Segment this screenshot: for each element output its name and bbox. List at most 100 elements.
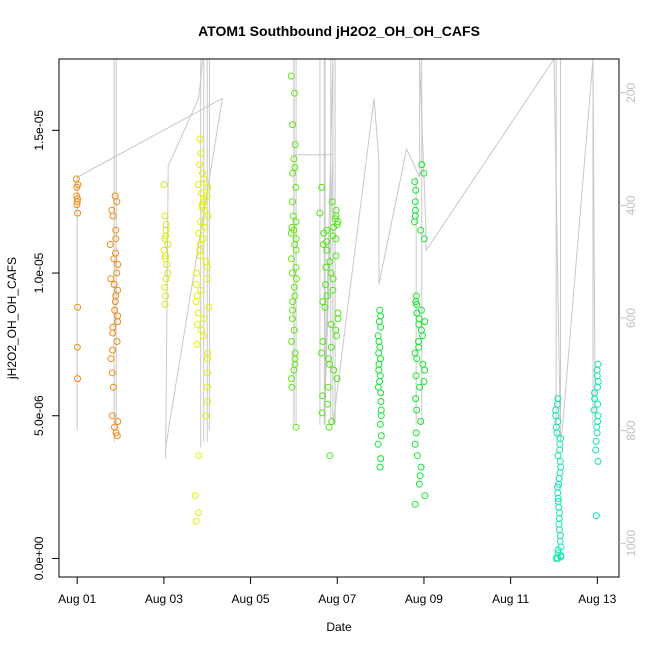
y-tick-label-0: 0.0e+00 <box>32 536 46 580</box>
y-tick-label-1: 5.0e-06 <box>32 395 46 436</box>
data-point-g5-30 <box>333 332 341 340</box>
data-point-g5-19 <box>327 269 335 277</box>
data-point-g2-7 <box>160 246 168 254</box>
data-point-g5-23 <box>323 292 331 300</box>
data-point-g7-39 <box>411 500 419 508</box>
data-point-g6-12 <box>376 378 383 385</box>
data-point-g3-44 <box>191 492 199 500</box>
data-point-g6-21 <box>377 455 385 463</box>
data-point-g1-30 <box>113 432 121 440</box>
data-point-g4-7 <box>292 183 300 191</box>
data-point-g5-22 <box>329 286 337 294</box>
data-point-g7-30 <box>413 406 421 414</box>
data-point-g7-26 <box>412 372 420 380</box>
data-point-g1-1 <box>113 198 121 206</box>
data-point-g2-1 <box>161 212 169 220</box>
data-point-g8-21 <box>556 509 563 517</box>
data-point-g4-10 <box>292 218 300 226</box>
data-point-g2-13 <box>161 283 169 291</box>
data-point-g6-9 <box>375 360 383 368</box>
data-point-g4-27 <box>288 338 296 345</box>
data-point-g0-8 <box>74 303 82 311</box>
y-axis-right: 200 400 600 800 1000 <box>619 82 638 557</box>
data-point-g9-14 <box>592 446 600 454</box>
data-point-g0-0 <box>72 175 80 183</box>
data-point-g5-26 <box>334 309 342 317</box>
data-point-g1-24 <box>108 369 116 377</box>
data-point-g8-24 <box>556 526 563 534</box>
data-point-g1-7 <box>112 249 120 257</box>
data-point-g0-7 <box>74 209 82 217</box>
x-axis: Aug 01 Aug 03 Aug 05 Aug 07 Aug 09 Aug 11 Aug … <box>58 576 617 606</box>
data-point-g7-9 <box>420 235 428 243</box>
data-point-g2-15 <box>161 300 169 308</box>
data-point-g5-41 <box>318 409 326 417</box>
data-point-g5-2 <box>332 206 340 214</box>
data-point-g4-34 <box>292 423 300 431</box>
data-point-g7-24 <box>419 360 427 368</box>
data-point-g5-31 <box>319 338 327 345</box>
data-point-g9-12 <box>593 429 601 437</box>
data-point-g7-5 <box>412 206 419 214</box>
data-point-g5-20 <box>329 275 337 283</box>
data-point-g4-22 <box>291 292 299 300</box>
data-point-g6-15 <box>377 398 385 405</box>
data-point-g8-6 <box>553 429 561 437</box>
data-point-g7-31 <box>417 418 425 425</box>
data-point-g7-11 <box>412 298 420 306</box>
data-point-g2-6 <box>164 241 172 248</box>
data-point-g4-25 <box>288 315 296 323</box>
data-point-g3-11 <box>198 201 206 209</box>
y-tick-label-2: 1.0e-05 <box>32 252 46 293</box>
data-point-g5-12 <box>332 235 340 243</box>
data-point-g6-22 <box>376 463 384 471</box>
data-point-g3-14 <box>204 212 212 220</box>
x-tick-label-5: Aug 11 <box>492 592 529 606</box>
data-point-g2-0 <box>160 181 168 189</box>
data-point-g4-4 <box>290 155 298 163</box>
data-point-g0-9 <box>73 343 81 351</box>
right-tick-label-3: 800 <box>624 420 638 440</box>
data-point-g4-24 <box>289 306 296 314</box>
data-point-g4-15 <box>291 241 299 248</box>
data-point-g3-7 <box>197 189 205 197</box>
data-point-g8-25 <box>556 532 564 540</box>
data-point-g7-38 <box>421 492 429 500</box>
data-point-g4-20 <box>292 275 300 283</box>
x-tick-label-0: Aug 01 <box>58 592 96 606</box>
data-point-g3-27 <box>197 286 205 294</box>
data-point-g6-18 <box>376 420 384 428</box>
data-point-g6-13 <box>374 383 382 391</box>
data-point-g7-29 <box>412 395 420 403</box>
data-point-g5-0 <box>318 183 326 191</box>
data-point-g3-17 <box>195 229 203 237</box>
data-point-g1-19 <box>109 323 117 331</box>
data-point-g3-43 <box>195 452 203 460</box>
data-point-g7-1 <box>420 169 428 177</box>
data-point-g4-29 <box>291 355 299 363</box>
data-point-g6-16 <box>377 406 385 414</box>
data-point-g3-1 <box>197 149 205 157</box>
data-point-g4-3 <box>291 141 299 149</box>
data-point-g1-27 <box>114 418 122 425</box>
data-point-g3-16 <box>201 223 209 231</box>
data-point-g6-4 <box>374 332 382 340</box>
data-point-g1-6 <box>106 241 114 248</box>
data-point-g4-33 <box>288 383 296 391</box>
data-point-g3-35 <box>199 332 207 340</box>
right-tick-label-1: 400 <box>624 195 638 215</box>
data-point-g3-21 <box>197 252 204 260</box>
x-tick-label-4: Aug 09 <box>405 592 443 606</box>
data-point-g3-26 <box>192 281 200 288</box>
data-point-g3-0 <box>196 135 204 143</box>
data-point-g9-7 <box>594 400 602 408</box>
data-point-g9-3 <box>594 378 602 385</box>
data-point-g3-32 <box>200 315 208 323</box>
y-tick-label-3: 1.5e-05 <box>32 110 46 151</box>
data-point-g3-29 <box>192 298 200 306</box>
data-point-g1-23 <box>107 355 115 363</box>
data-point-g4-5 <box>291 164 299 171</box>
data-point-g3-4 <box>200 175 208 183</box>
y-axis-label: jH2O2_OH_OH_CAFS <box>5 257 19 380</box>
data-point-g5-32 <box>327 343 335 351</box>
